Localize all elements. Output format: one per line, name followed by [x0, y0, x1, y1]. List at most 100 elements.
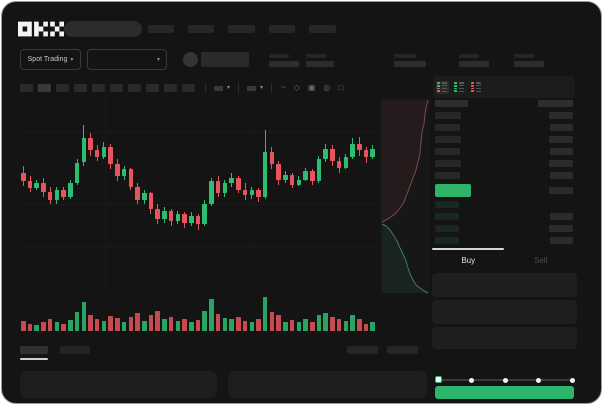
- coin-icon: [183, 52, 198, 67]
- last-price-row[interactable]: [435, 184, 573, 197]
- sell-tab[interactable]: Sell: [534, 256, 548, 265]
- fullscreen-icon[interactable]: □: [338, 83, 344, 92]
- nav-item[interactable]: [188, 25, 214, 33]
- volume-bar: [316, 314, 322, 331]
- icon-dash: [458, 82, 464, 84]
- volume-bar: [47, 319, 53, 331]
- icon-dash: [458, 87, 464, 90]
- toolbar-item[interactable]: [20, 84, 33, 92]
- icon-row: [454, 87, 465, 90]
- candlestick-chart[interactable]: [20, 96, 432, 346]
- candle-up: [303, 171, 308, 180]
- bottom-tab[interactable]: [60, 346, 90, 354]
- slider-stop[interactable]: [502, 377, 508, 383]
- volume-bar: [357, 318, 362, 331]
- active-tab-underline: [20, 358, 48, 360]
- toolbar-item[interactable]: [56, 84, 69, 92]
- indicator-dropdown[interactable]: ▾: [247, 85, 263, 91]
- icon-dash: [441, 84, 447, 87]
- order-form-field[interactable]: [432, 273, 577, 297]
- bid-amount-placeholder: [549, 225, 573, 232]
- toolbar-item[interactable]: [74, 84, 87, 92]
- orderbook-bid-row[interactable]: [435, 213, 573, 220]
- candle-up: [101, 147, 107, 158]
- orderbook-asks-icon[interactable]: [470, 81, 483, 94]
- buy-button[interactable]: [435, 386, 574, 399]
- order-form: [432, 273, 577, 349]
- candle-down: [27, 181, 33, 189]
- orderbook-ask-row[interactable]: [435, 124, 573, 131]
- order-form-field[interactable]: [432, 300, 577, 324]
- draw-icon[interactable]: ◇: [293, 83, 300, 92]
- toolbar-item[interactable]: [92, 84, 105, 92]
- volume-bar: [242, 320, 248, 331]
- buy-tab-indicator: [432, 248, 504, 250]
- candle-down: [155, 208, 160, 220]
- chevron-down-icon: ▾: [260, 85, 264, 91]
- toolbar-item[interactable]: [164, 84, 177, 92]
- camera-icon[interactable]: ▣: [307, 83, 316, 92]
- ask-price-placeholder: [435, 112, 461, 119]
- icon-dash: [441, 90, 447, 92]
- orderbook-ask-row[interactable]: [435, 172, 573, 179]
- nav-item[interactable]: [148, 25, 174, 33]
- orderbook-ask-row[interactable]: [435, 148, 573, 155]
- orderbook-ask-row[interactable]: [435, 136, 573, 143]
- orderbook-bid-row[interactable]: [435, 225, 573, 232]
- divider: [271, 83, 273, 93]
- orderbook-combined-icon[interactable]: [436, 80, 449, 94]
- nav-item[interactable]: [228, 25, 255, 33]
- volume-bar: [269, 312, 275, 331]
- settings-icon[interactable]: ◎: [323, 83, 331, 92]
- orderbook-bid-row[interactable]: [435, 237, 573, 244]
- orderbook-ask-row[interactable]: [435, 160, 573, 167]
- icon-row: [437, 81, 448, 84]
- icon-row: [437, 87, 448, 90]
- bottom-right-control[interactable]: [347, 346, 378, 354]
- candle-up: [283, 174, 288, 180]
- pair-selector-dropdown[interactable]: ▾: [87, 49, 167, 70]
- slider-handle[interactable]: [434, 376, 442, 383]
- orderbook: [435, 112, 573, 249]
- orderbook-bid-row[interactable]: [435, 201, 573, 208]
- icon-row: [471, 81, 482, 84]
- nav-item[interactable]: [269, 25, 295, 33]
- candle-up: [316, 159, 322, 182]
- buy-tab[interactable]: Buy: [461, 256, 476, 265]
- order-form-field[interactable]: [432, 327, 577, 349]
- interval-dropdown[interactable]: ▾: [214, 85, 230, 91]
- volume-bar: [34, 324, 39, 331]
- icon-dot: [454, 81, 457, 84]
- toolbar-item[interactable]: [182, 84, 195, 92]
- icon-dot: [471, 90, 474, 93]
- candle-up: [68, 183, 73, 197]
- toolbar-item[interactable]: [38, 84, 51, 92]
- wave-icon[interactable]: ~: [281, 83, 286, 92]
- nav-item[interactable]: [309, 25, 336, 33]
- bottom-right-control[interactable]: [387, 346, 418, 354]
- candle-up: [34, 183, 39, 189]
- toolbar-item[interactable]: [146, 84, 159, 92]
- market-type-label: Spot Trading: [27, 56, 68, 63]
- toolbar-item[interactable]: [128, 84, 141, 92]
- market-type-dropdown[interactable]: Spot Trading ▾: [20, 49, 81, 70]
- volume-bar: [61, 324, 66, 331]
- depth-asks-line: [381, 99, 429, 223]
- depth-chart: [381, 99, 429, 294]
- amount-slider[interactable]: [434, 374, 575, 386]
- candle-down: [330, 148, 335, 161]
- search-input[interactable]: [64, 21, 142, 37]
- toolbar-item[interactable]: [110, 84, 123, 92]
- bottom-tab-active[interactable]: [20, 346, 48, 354]
- orderbook-bids-icon[interactable]: [453, 81, 466, 94]
- volume-series: [20, 297, 378, 331]
- slider-stop[interactable]: [536, 377, 541, 383]
- slider-stop[interactable]: [469, 377, 474, 383]
- slider-stop[interactable]: [569, 377, 575, 383]
- candle-up: [142, 193, 147, 201]
- volume-bar: [202, 310, 207, 331]
- candle-up: [229, 178, 234, 184]
- market-stat: [269, 54, 299, 67]
- orderbook-amount-header: [538, 100, 573, 107]
- orderbook-ask-row[interactable]: [435, 112, 573, 119]
